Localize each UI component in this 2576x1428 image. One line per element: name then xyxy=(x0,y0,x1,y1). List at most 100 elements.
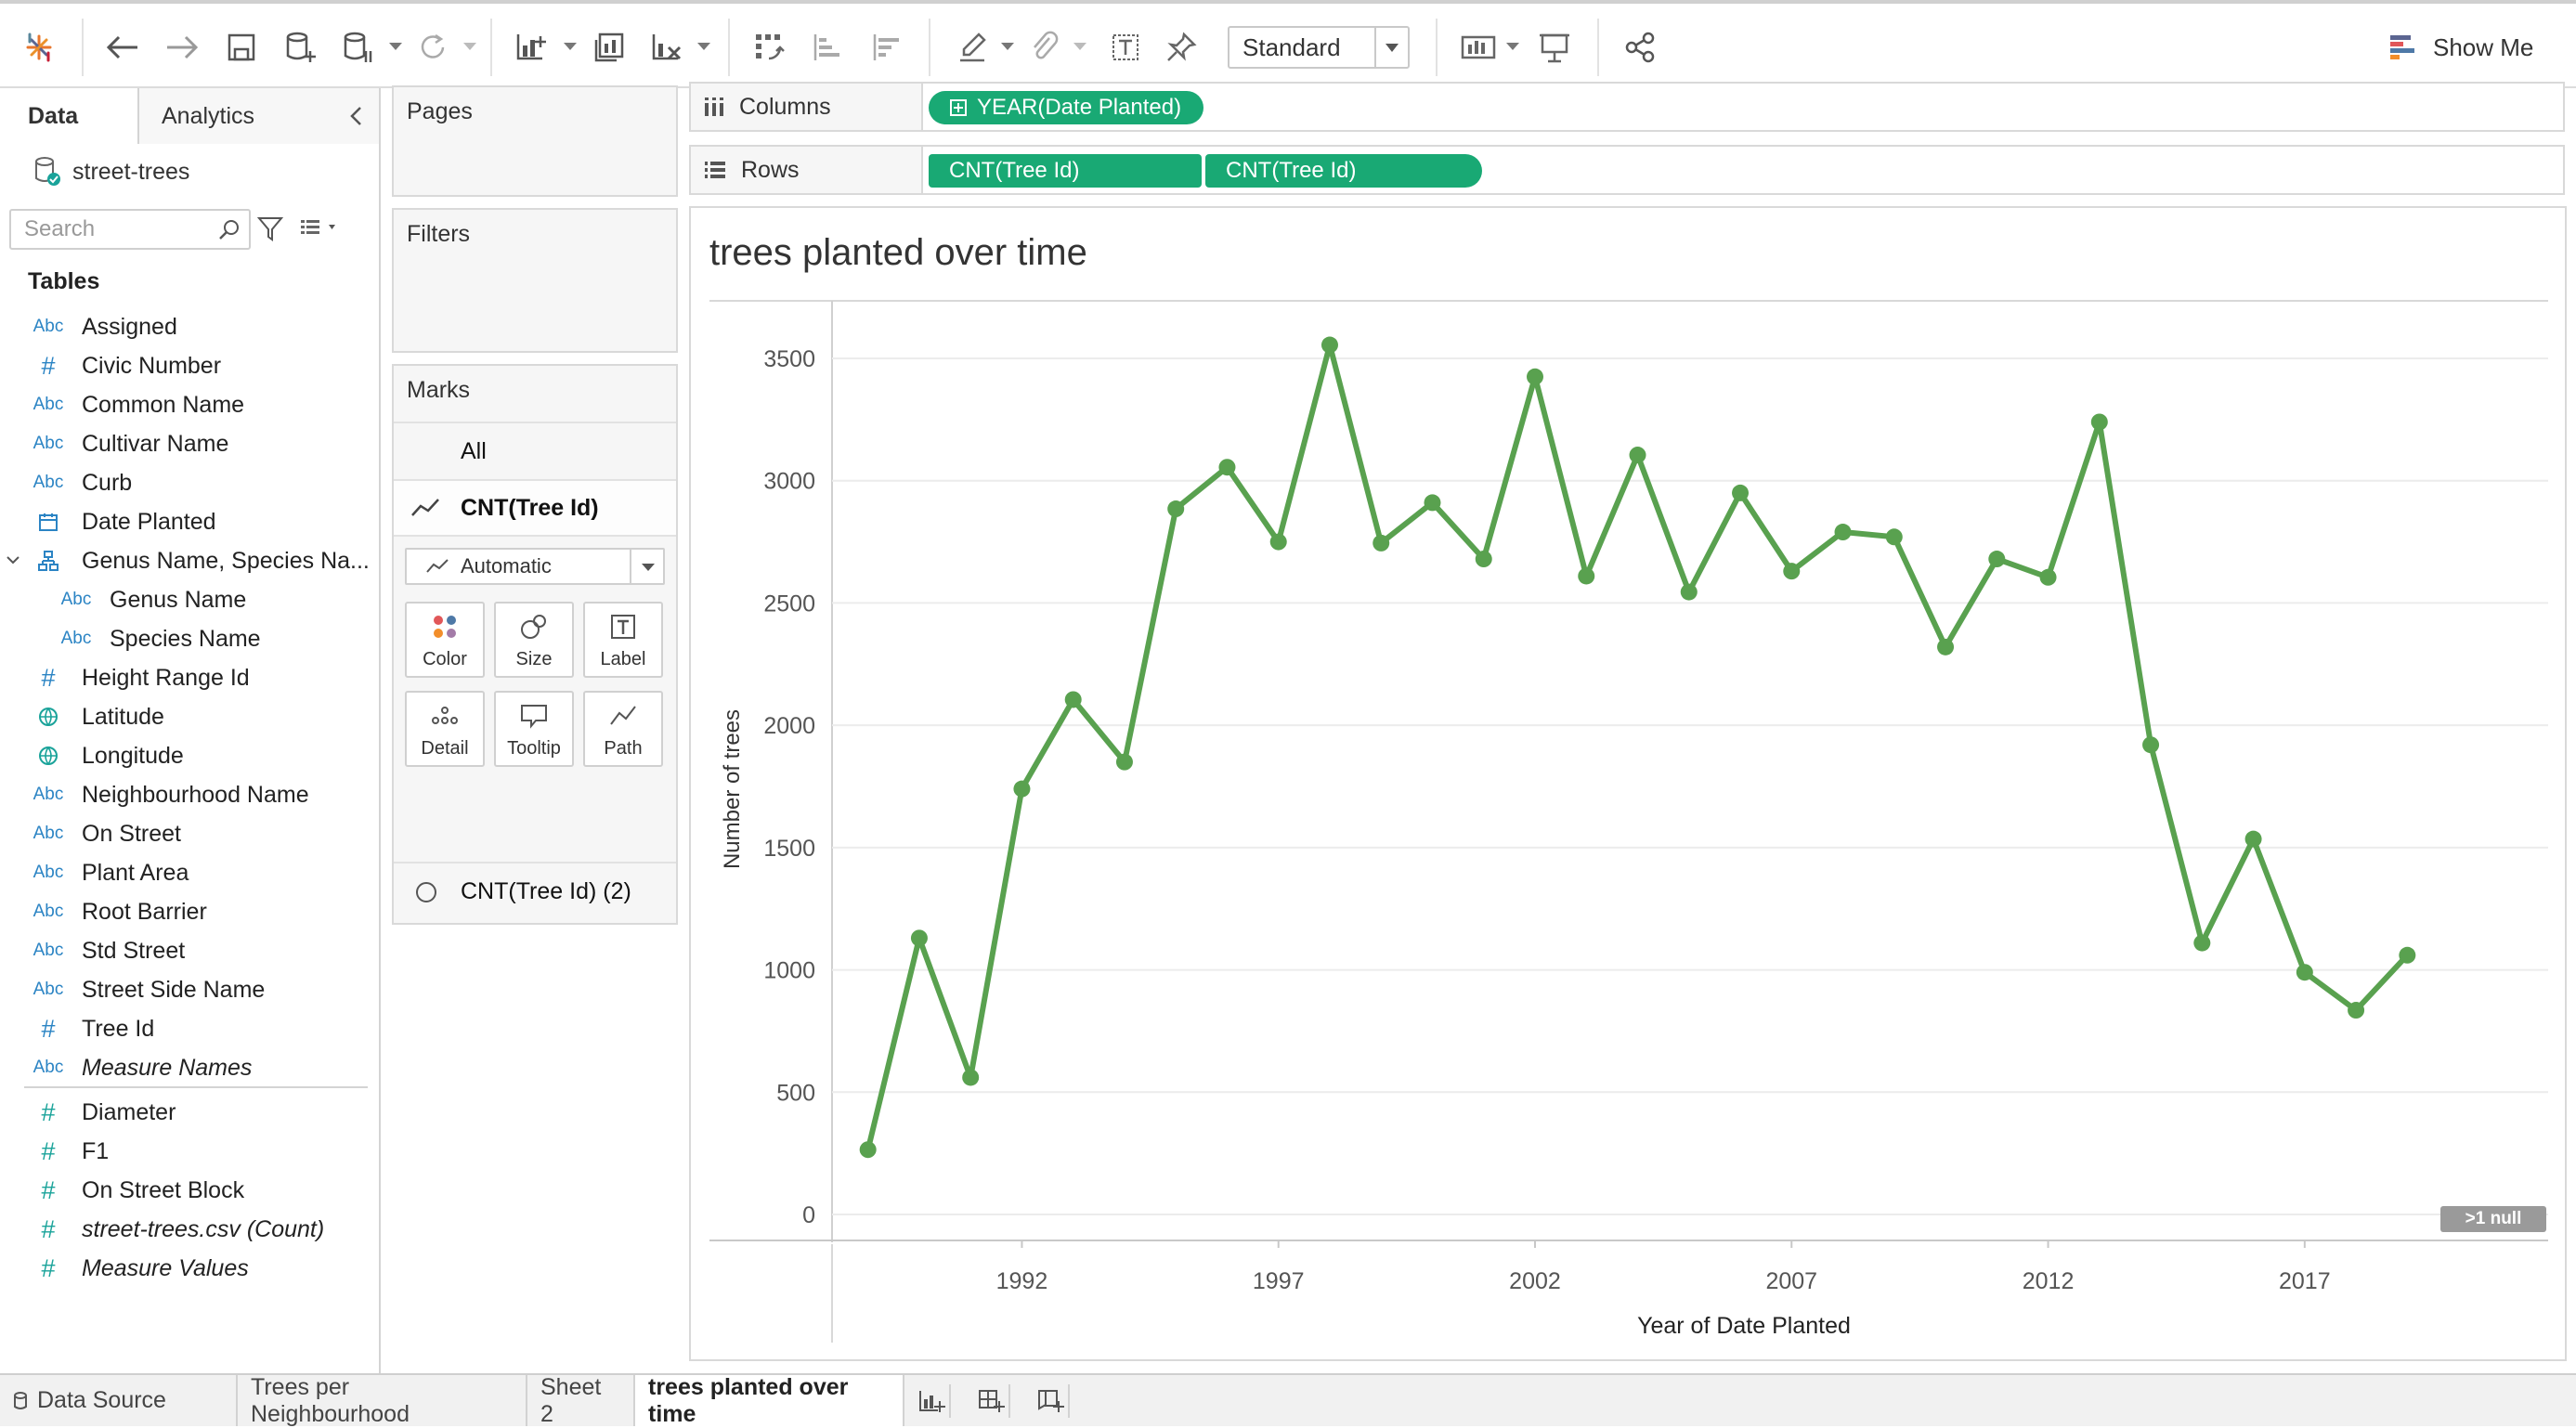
collapse-pane-icon[interactable] xyxy=(349,105,364,127)
field-height-range-id[interactable]: # Height Range Id xyxy=(0,658,250,697)
pages-card[interactable]: Pages xyxy=(392,85,678,197)
new-dashboard-icon[interactable] xyxy=(973,1384,1010,1418)
field-std-street[interactable]: Abc Std Street xyxy=(0,931,185,970)
field-tree-id[interactable]: # Tree Id xyxy=(0,1009,154,1048)
swap-rows-columns-icon[interactable] xyxy=(748,24,789,71)
field-on-street-block[interactable]: # On Street Block xyxy=(0,1171,244,1210)
show-cards-icon[interactable] xyxy=(1458,24,1499,71)
group-members-icon[interactable] xyxy=(1025,24,1066,71)
field-diameter[interactable]: # Diameter xyxy=(0,1093,176,1132)
marks-measure-tab[interactable]: CNT(Tree Id) xyxy=(394,479,676,537)
field-plant-area[interactable]: Abc Plant Area xyxy=(0,853,189,892)
globe-icon xyxy=(24,745,72,767)
field-assigned[interactable]: Abc Assigned xyxy=(0,307,177,346)
field-common-name[interactable]: Abc Common Name xyxy=(0,385,244,424)
data-point-1996 xyxy=(1218,459,1235,475)
number-type-icon: # xyxy=(24,1254,72,1283)
view-list-icon[interactable] xyxy=(299,216,340,240)
detail-button[interactable]: Detail xyxy=(405,691,485,767)
pill-label: CNT(Tree Id) xyxy=(949,158,1079,184)
string-type-icon: Abc xyxy=(24,434,72,454)
filters-card[interactable]: Filters xyxy=(392,208,678,353)
number-type-icon: # xyxy=(24,1215,72,1244)
field-f1[interactable]: # F1 xyxy=(0,1132,109,1171)
field-on-street[interactable]: Abc On Street xyxy=(0,814,181,853)
field-name: Street Side Name xyxy=(82,977,265,1004)
null-indicator-badge[interactable]: >1 null xyxy=(2440,1206,2546,1232)
expand-icon xyxy=(949,98,968,117)
data-point-1997 xyxy=(1270,534,1287,551)
redo-icon[interactable] xyxy=(162,24,202,71)
tableau-logo-icon[interactable] xyxy=(19,24,59,71)
data-point-2006 xyxy=(1732,485,1749,501)
size-label: Size xyxy=(516,649,553,670)
tab-analytics[interactable]: Analytics xyxy=(139,88,379,144)
data-pane: Data Analytics street-trees Search Table… xyxy=(0,88,381,1373)
tab-trees-planted-over-time[interactable]: trees planted over time xyxy=(635,1375,904,1426)
tooltip-button[interactable]: Tooltip xyxy=(494,691,574,767)
field-street-side-name[interactable]: Abc Street Side Name xyxy=(0,970,265,1009)
new-worksheet-icon[interactable] xyxy=(511,24,552,71)
tab-sheet-2[interactable]: Sheet 2 xyxy=(527,1375,635,1426)
field-genus-name-species-na[interactable]: Genus Name, Species Na... xyxy=(0,541,370,580)
cnt-tree-id-pill[interactable]: CNT(Tree Id) xyxy=(929,154,1202,188)
sort-descending-icon[interactable] xyxy=(867,24,908,71)
expand-chevron-icon[interactable] xyxy=(6,552,20,567)
duplicate-sheet-icon[interactable] xyxy=(589,24,630,71)
presentation-mode-icon[interactable] xyxy=(1534,24,1575,71)
field-measure-names[interactable]: Abc Measure Names xyxy=(0,1048,252,1087)
field-latitude[interactable]: Latitude xyxy=(0,697,164,736)
filter-icon[interactable] xyxy=(256,214,284,242)
clear-sheet-icon[interactable] xyxy=(646,24,687,71)
new-worksheet-icon[interactable] xyxy=(914,1384,951,1418)
pin-axes-icon[interactable] xyxy=(1161,24,1202,71)
undo-icon[interactable] xyxy=(102,24,143,71)
new-datasource-icon[interactable] xyxy=(280,24,321,71)
show-me-button[interactable]: Show Me xyxy=(2388,26,2533,69)
marks-all-tab[interactable]: All xyxy=(394,422,676,479)
search-input[interactable]: Search xyxy=(9,209,251,250)
tab-data[interactable]: Data xyxy=(0,88,139,144)
fit-select[interactable]: Standard xyxy=(1228,26,1410,69)
field-root-barrier[interactable]: Abc Root Barrier xyxy=(0,892,207,931)
color-button[interactable]: Color xyxy=(405,602,485,678)
size-button[interactable]: Size xyxy=(494,602,574,678)
year-date-planted-pill[interactable]: YEAR(Date Planted) xyxy=(929,91,1203,124)
label-label: Label xyxy=(601,649,646,670)
columns-shelf[interactable]: Columns YEAR(Date Planted) xyxy=(689,82,2565,132)
field-date-planted[interactable]: Date Planted xyxy=(0,502,216,541)
field-cultivar-name[interactable]: Abc Cultivar Name xyxy=(0,424,228,463)
pause-updates-icon[interactable] xyxy=(338,24,379,71)
marks-measure2-tab[interactable]: CNT(Tree Id) (2) xyxy=(394,862,676,919)
field-neighbourhood-name[interactable]: Abc Neighbourhood Name xyxy=(0,775,309,814)
rows-shelf[interactable]: Rows CNT(Tree Id) CNT(Tree Id) xyxy=(689,145,2565,195)
field-longitude[interactable]: Longitude xyxy=(0,736,184,775)
cnt-tree-id-pill-2[interactable]: CNT(Tree Id) xyxy=(1205,154,1482,188)
y-tick-label: 3000 xyxy=(763,469,815,495)
tab-data-source[interactable]: Data Source xyxy=(0,1375,238,1426)
refresh-icon[interactable] xyxy=(412,24,453,71)
field-name: Civic Number xyxy=(82,353,221,380)
save-icon[interactable] xyxy=(221,24,262,71)
field-genus-name[interactable]: Abc Genus Name xyxy=(0,580,246,619)
new-story-icon[interactable] xyxy=(1033,1384,1070,1418)
sort-ascending-icon[interactable] xyxy=(808,24,849,71)
highlight-icon[interactable] xyxy=(953,24,994,71)
share-icon[interactable] xyxy=(1620,24,1660,71)
field-civic-number[interactable]: # Civic Number xyxy=(0,346,221,385)
show-mark-labels-icon[interactable] xyxy=(1105,24,1146,71)
data-point-2017 xyxy=(2296,964,2313,980)
label-button[interactable]: Label xyxy=(583,602,663,678)
datasource-item[interactable]: street-trees xyxy=(33,153,189,190)
path-button[interactable]: Path xyxy=(583,691,663,767)
field-species-name[interactable]: Abc Species Name xyxy=(0,619,261,658)
tab-trees-per-neighbourhood[interactable]: Trees per Neighbourhood xyxy=(238,1375,527,1426)
data-point-1994 xyxy=(1116,754,1133,771)
field-curb[interactable]: Abc Curb xyxy=(0,463,132,502)
data-point-2012 xyxy=(2040,569,2057,586)
field-street-trees-csv-count[interactable]: # street-trees.csv (Count) xyxy=(0,1210,324,1249)
mark-type-select[interactable]: Automatic xyxy=(405,548,665,585)
field-measure-values[interactable]: # Measure Values xyxy=(0,1249,249,1288)
string-type-icon: Abc xyxy=(24,863,72,883)
string-type-icon: Abc xyxy=(24,980,72,1000)
